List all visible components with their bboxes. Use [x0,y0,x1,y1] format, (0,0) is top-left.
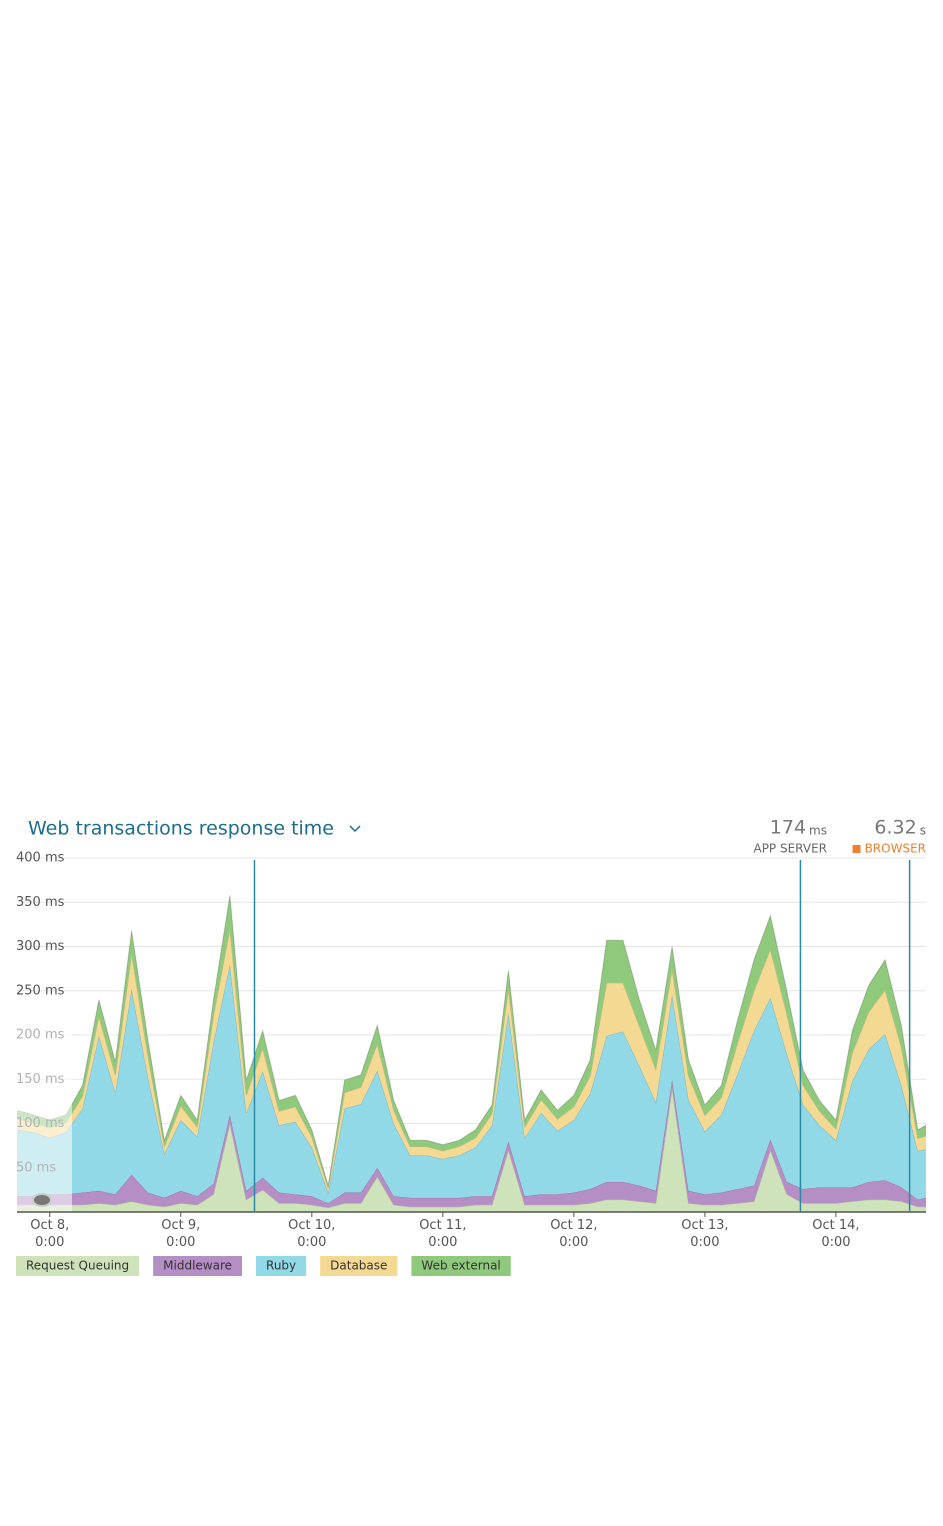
x-tick-line: 0:00 [821,1235,850,1250]
x-tick-label: Oct 12, 0:00 [550,1218,597,1250]
x-tick-line: Oct 9, [161,1218,200,1233]
legend-item[interactable]: Ruby [256,1256,307,1276]
summary-value: 174 [770,817,806,839]
dropdown-chevron[interactable] [349,825,361,833]
browser-swatch [852,845,861,853]
grid [17,857,926,1169]
x-tick-line: Oct 12, [550,1218,597,1233]
summary-value: 6.32 [874,817,916,839]
x-tick-line: 0:00 [297,1235,326,1250]
legend-item[interactable]: Web external [411,1256,511,1276]
x-tick-line: Oct 11, [419,1218,466,1233]
legend-swatch [153,1256,243,1276]
handle [32,1193,52,1207]
legend-item[interactable]: Database [320,1256,398,1276]
summary-unit: ms [809,824,827,838]
x-tick-line: 0:00 [559,1235,588,1250]
y-tick-label: 300 ms [16,939,65,954]
y-tick-label: 250 ms [16,983,65,998]
legend-item[interactable]: Middleware [153,1256,243,1276]
legend-label: Middleware [163,1259,232,1273]
summary-unit: s [920,824,926,838]
legend-item[interactable]: Request Queuing [16,1256,140,1276]
x-tick-line: 0:00 [428,1235,457,1250]
x-tick-line: 0:00 [166,1235,195,1250]
summary-label: APP SERVER [753,842,827,856]
x-tick-label: Oct 14, 0:00 [812,1218,859,1250]
chart-title[interactable]: Web transactions response time [28,818,334,840]
legend-label: Web external [421,1259,500,1273]
x-tick-line: 0:00 [35,1235,64,1250]
legend-label: Request Queuing [26,1259,129,1273]
summary-label: BROWSER [865,842,926,856]
legend-label: Database [330,1259,387,1273]
x-tick-label: Oct 8, 0:00 [30,1218,69,1250]
x-tick-label: Oct 10, 0:00 [288,1218,335,1250]
x-tick-line: Oct 8, [30,1218,69,1233]
y-tick-label: 400 ms [16,851,65,866]
x-tick-label: Oct 11, 0:00 [419,1218,466,1250]
area [17,964,926,1204]
x-tick-line: 0:00 [690,1235,719,1250]
area [17,1079,926,1208]
areas [16,895,927,1212]
x-tick-line: Oct 13, [681,1218,728,1233]
x-tick-label: Oct 9, 0:00 [161,1218,200,1250]
x-tick-label: Oct 13, 0:00 [681,1218,728,1250]
legend-swatch [16,1256,140,1276]
legend-label: Ruby [266,1259,296,1273]
x-tick-line: Oct 14, [812,1218,859,1233]
area-edge [16,895,927,1186]
legend-swatch [256,1256,307,1276]
legend-swatch [411,1256,511,1276]
y-tick-label: 350 ms [16,895,65,910]
legend-swatch [320,1256,398,1276]
fade-region [17,998,72,1212]
x-tick-line: Oct 10, [288,1218,335,1233]
